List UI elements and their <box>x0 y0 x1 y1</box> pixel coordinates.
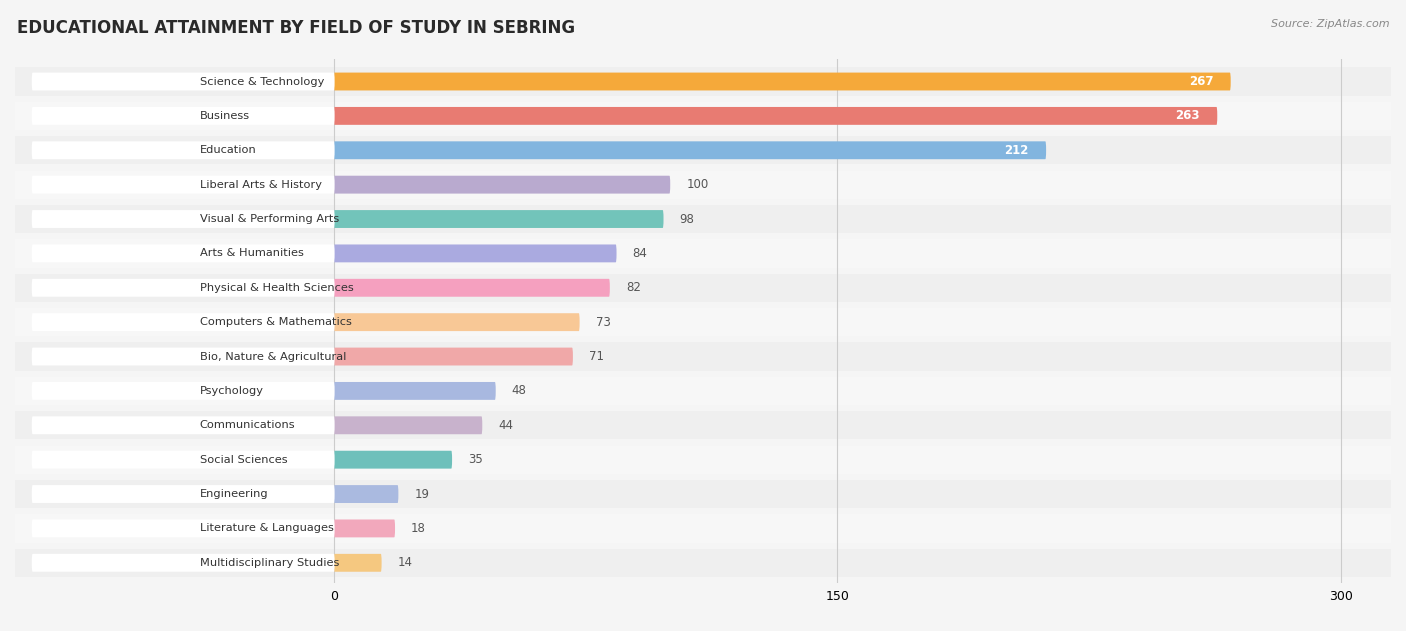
Bar <box>15 514 1391 543</box>
FancyBboxPatch shape <box>32 348 335 365</box>
Text: 18: 18 <box>411 522 426 535</box>
Bar <box>15 102 1391 130</box>
FancyBboxPatch shape <box>32 382 335 400</box>
FancyBboxPatch shape <box>32 485 335 503</box>
Text: Visual & Performing Arts: Visual & Performing Arts <box>200 214 339 224</box>
Bar <box>15 68 1391 96</box>
FancyBboxPatch shape <box>32 416 335 434</box>
FancyBboxPatch shape <box>32 210 335 228</box>
Text: Psychology: Psychology <box>200 386 263 396</box>
FancyBboxPatch shape <box>333 416 482 434</box>
Text: 35: 35 <box>468 453 482 466</box>
FancyBboxPatch shape <box>32 519 335 538</box>
Text: 98: 98 <box>679 213 695 225</box>
FancyBboxPatch shape <box>333 348 572 365</box>
FancyBboxPatch shape <box>333 244 616 262</box>
FancyBboxPatch shape <box>32 141 335 159</box>
FancyBboxPatch shape <box>333 382 496 400</box>
Text: Computers & Mathematics: Computers & Mathematics <box>200 317 352 327</box>
FancyBboxPatch shape <box>32 175 335 194</box>
FancyBboxPatch shape <box>333 141 1046 159</box>
Bar <box>15 308 1391 336</box>
Text: Business: Business <box>200 111 250 121</box>
Text: Physical & Health Sciences: Physical & Health Sciences <box>200 283 353 293</box>
Text: Source: ZipAtlas.com: Source: ZipAtlas.com <box>1271 19 1389 29</box>
FancyBboxPatch shape <box>32 73 335 90</box>
Bar <box>15 343 1391 370</box>
Bar <box>15 549 1391 577</box>
Bar <box>15 445 1391 474</box>
FancyBboxPatch shape <box>333 107 1218 125</box>
Text: 19: 19 <box>415 488 429 500</box>
Bar <box>15 205 1391 233</box>
Bar <box>15 136 1391 164</box>
Text: Bio, Nature & Agricultural: Bio, Nature & Agricultural <box>200 351 346 362</box>
Text: Engineering: Engineering <box>200 489 269 499</box>
Text: 263: 263 <box>1175 109 1199 122</box>
FancyBboxPatch shape <box>32 451 335 469</box>
Text: Social Sciences: Social Sciences <box>200 455 287 464</box>
FancyBboxPatch shape <box>333 451 453 469</box>
Text: 14: 14 <box>398 557 412 569</box>
FancyBboxPatch shape <box>333 519 395 538</box>
FancyBboxPatch shape <box>32 279 335 297</box>
Bar <box>15 170 1391 199</box>
Bar <box>15 274 1391 302</box>
Text: Literature & Languages: Literature & Languages <box>200 524 333 533</box>
Bar <box>15 411 1391 439</box>
Text: 100: 100 <box>686 178 709 191</box>
Text: Arts & Humanities: Arts & Humanities <box>200 249 304 259</box>
Text: 71: 71 <box>589 350 605 363</box>
Bar <box>15 377 1391 405</box>
Text: Science & Technology: Science & Technology <box>200 76 323 86</box>
Text: 212: 212 <box>1004 144 1029 156</box>
FancyBboxPatch shape <box>32 554 335 572</box>
FancyBboxPatch shape <box>333 279 610 297</box>
Text: Multidisciplinary Studies: Multidisciplinary Studies <box>200 558 339 568</box>
FancyBboxPatch shape <box>333 554 381 572</box>
Text: Communications: Communications <box>200 420 295 430</box>
Text: 48: 48 <box>512 384 527 398</box>
FancyBboxPatch shape <box>333 485 398 503</box>
FancyBboxPatch shape <box>32 313 335 331</box>
Text: 267: 267 <box>1188 75 1213 88</box>
FancyBboxPatch shape <box>333 313 579 331</box>
Text: 44: 44 <box>498 419 513 432</box>
Text: 82: 82 <box>626 281 641 294</box>
Text: Education: Education <box>200 145 256 155</box>
FancyBboxPatch shape <box>333 175 671 194</box>
Bar <box>15 480 1391 508</box>
Text: 84: 84 <box>633 247 647 260</box>
Bar <box>15 239 1391 268</box>
FancyBboxPatch shape <box>32 244 335 262</box>
FancyBboxPatch shape <box>32 107 335 125</box>
Text: Liberal Arts & History: Liberal Arts & History <box>200 180 322 190</box>
FancyBboxPatch shape <box>333 73 1230 90</box>
Text: 73: 73 <box>596 316 610 329</box>
FancyBboxPatch shape <box>333 210 664 228</box>
Text: EDUCATIONAL ATTAINMENT BY FIELD OF STUDY IN SEBRING: EDUCATIONAL ATTAINMENT BY FIELD OF STUDY… <box>17 19 575 37</box>
